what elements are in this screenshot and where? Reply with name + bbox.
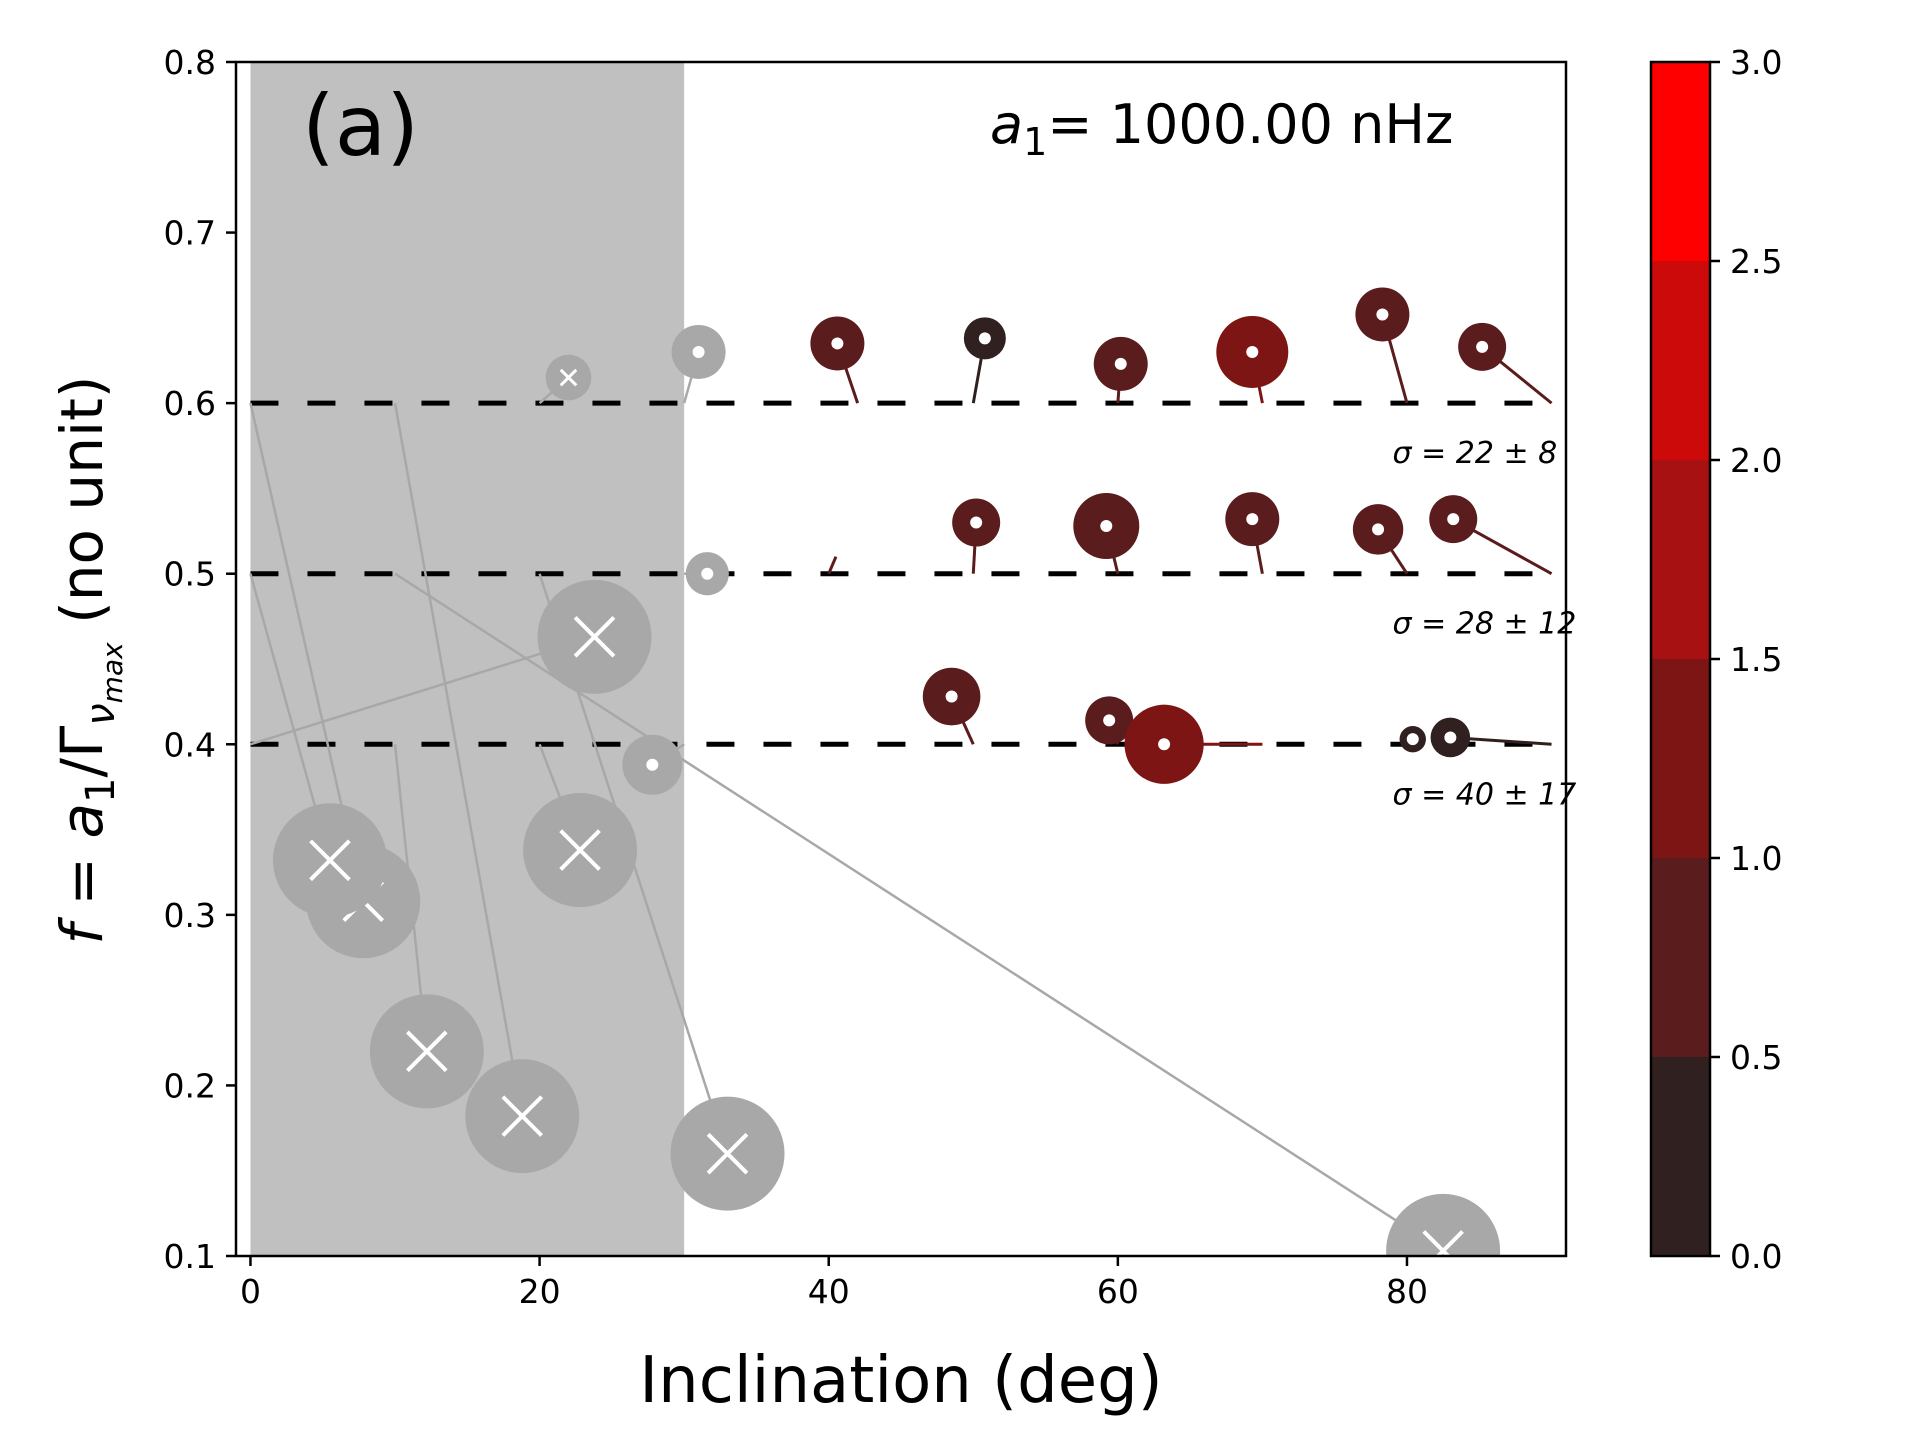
sigma-label: σ = 28 ± 12	[1393, 607, 1577, 642]
colorbar-tick-label: 2.5	[1730, 242, 1782, 281]
point-center-dot	[945, 690, 958, 703]
point-center-dot	[970, 516, 983, 529]
point-center-dot	[1246, 513, 1259, 526]
colorbar: 0.0 0.5 1.0 1.5 2.0 2.5 3.0	[1649, 43, 1782, 1276]
colorbar-tick-label: 0.0	[1730, 1237, 1782, 1276]
y-label-gamma: /Γ	[48, 726, 116, 778]
truth-link	[393, 402, 524, 1117]
plot-frame	[234, 60, 1568, 1258]
y-label-max: max	[96, 642, 129, 703]
y-tick-label: 0.3	[164, 896, 216, 935]
rejected-point	[1386, 1193, 1501, 1256]
points-layer	[272, 287, 1507, 1256]
x-tick-label: 20	[519, 1272, 561, 1311]
point-center-dot	[1372, 523, 1385, 536]
rejected-cross-marker	[501, 1095, 544, 1137]
colorbar-segment	[1651, 1057, 1710, 1256]
axis-ticks-layer: 0 20 40 60 80 0.1 0.2 0.3 0.4 0.5 0.6 0.7 0.8	[164, 43, 1428, 1311]
rejected-cross-marker	[573, 616, 616, 658]
point-center-dot	[1158, 738, 1171, 751]
y-label-units: (no unit)	[48, 376, 116, 643]
colorbar-tick-label: 1.0	[1730, 839, 1782, 878]
y-tick-label: 0.1	[164, 1237, 216, 1276]
point-center-dot	[1103, 714, 1116, 727]
annotation-subscript: 1	[1023, 120, 1047, 164]
point-center-dot	[701, 567, 714, 580]
point-center-dot	[1100, 519, 1113, 532]
point-center-dot	[646, 758, 659, 771]
point-center-dot	[692, 345, 705, 358]
colorbar-tick-label: 3.0	[1730, 43, 1782, 82]
point-center-dot	[978, 332, 991, 345]
y-label-nu: ν	[78, 703, 124, 725]
point-center-dot	[1406, 733, 1419, 746]
annotation-variable: a	[990, 93, 1023, 156]
sigma-label: σ = 22 ± 8	[1393, 436, 1558, 471]
annotation-value: = 1000.00 nHz	[1047, 93, 1453, 156]
y-label-a: a	[48, 803, 116, 839]
y-tick-label: 0.4	[164, 725, 216, 764]
rejected-cross-marker	[559, 829, 601, 871]
colorbar-tick-label: 1.5	[1730, 640, 1782, 679]
rejected-cross-marker	[559, 368, 578, 387]
frequency-annotation: a1= 1000.00 nHz	[990, 93, 1453, 164]
colorbar-tick-label: 0.5	[1730, 1038, 1782, 1077]
point-center-dot	[1246, 345, 1259, 358]
rejected-cross-marker	[706, 1132, 749, 1175]
colorbar-segment	[1651, 659, 1710, 858]
y-axis-label: f = a1/Γνmax (no unit)	[48, 376, 129, 945]
rejected-cross-marker	[309, 839, 351, 882]
truth-link	[827, 556, 838, 575]
point-center-dot	[1376, 308, 1389, 321]
point-center-dot	[1114, 357, 1127, 370]
rejected-cross-marker	[1422, 1230, 1464, 1256]
y-tick-label: 0.2	[164, 1066, 216, 1105]
colorbar-segment	[1651, 62, 1710, 261]
point-center-dot	[1447, 513, 1460, 526]
x-tick-label: 0	[240, 1272, 261, 1311]
colorbar-segment	[1651, 261, 1710, 460]
x-tick-label: 60	[1097, 1272, 1139, 1311]
reference-lines-layer	[250, 400, 1552, 747]
point-center-dot	[1444, 731, 1457, 744]
y-tick-label: 0.5	[164, 555, 216, 594]
panel-label: (a)	[302, 77, 419, 175]
colorbar-tick-label: 2.0	[1730, 441, 1782, 480]
x-tick-label: 80	[1386, 1272, 1428, 1311]
y-tick-label: 0.8	[164, 43, 216, 82]
point-center-dot	[831, 337, 844, 350]
sigma-label: σ = 40 ± 17	[1393, 777, 1577, 812]
x-axis-label: Inclination (deg)	[639, 1344, 1162, 1418]
y-tick-label: 0.6	[164, 384, 216, 423]
colorbar-segment	[1651, 858, 1710, 1057]
rejected-cross-marker	[406, 1030, 448, 1073]
truth-link	[250, 635, 595, 746]
x-tick-label: 40	[808, 1272, 850, 1311]
colorbar-segment	[1651, 460, 1710, 659]
y-label-equals: =	[48, 839, 116, 924]
point-center-dot	[1476, 340, 1489, 353]
y-label-sub1: 1	[78, 778, 124, 803]
y-tick-label: 0.7	[164, 214, 216, 253]
